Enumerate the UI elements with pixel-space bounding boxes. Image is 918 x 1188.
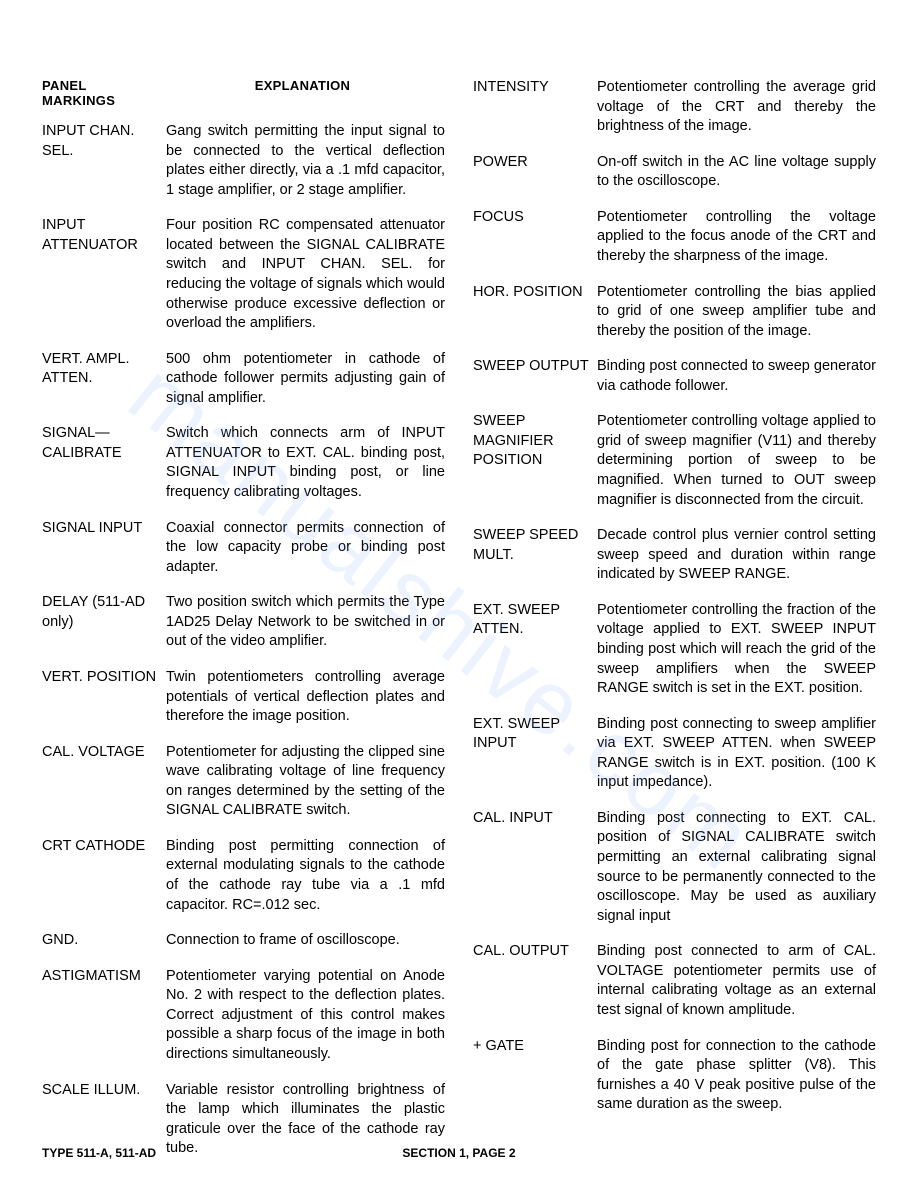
entry-term: VERT. AMPL. ATTEN.: [42, 350, 166, 409]
entry-definition: Two position switch which permits the Ty…: [166, 593, 445, 652]
definition-entry: + GATEBinding post for connection to the…: [473, 1037, 876, 1115]
definition-entry: CAL. OUTPUTBinding post connected to arm…: [473, 942, 876, 1020]
definition-entry: FOCUSPotentiometer controlling the volta…: [473, 208, 876, 267]
entry-term: GND.: [42, 931, 166, 951]
entry-definition: Binding post connecting to sweep amplifi…: [597, 715, 876, 793]
right-entries: INTENSITYPotentiometer controlling the a…: [473, 78, 876, 1115]
definition-entry: POWEROn-off switch in the AC line voltag…: [473, 153, 876, 192]
definition-entry: ASTIGMATISMPotentiometer varying potenti…: [42, 967, 445, 1065]
left-column: PANEL MARKINGS EXPLANATION INPUT CHAN. S…: [42, 78, 445, 1175]
page: manualshive.com PANEL MARKINGS EXPLANATI…: [0, 0, 918, 1188]
entry-definition: Potentiometer for adjusting the clipped …: [166, 743, 445, 821]
entry-term: CAL. VOLTAGE: [42, 743, 166, 821]
entry-term: FOCUS: [473, 208, 597, 267]
entry-term: VERT. POSITION: [42, 668, 166, 727]
definition-entry: SWEEP MAGNIFIER POSITIONPotentiometer co…: [473, 412, 876, 510]
entry-term: SIGNAL INPUT: [42, 519, 166, 578]
definition-entry: VERT. AMPL. ATTEN.500 ohm potentiometer …: [42, 350, 445, 409]
entry-term: INPUT ATTENUATOR: [42, 216, 166, 333]
entry-definition: Potentiometer controlling the fraction o…: [597, 601, 876, 699]
entry-term: + GATE: [473, 1037, 597, 1115]
header-explanation: EXPLANATION: [160, 78, 445, 108]
entry-definition: Binding post for connection to the catho…: [597, 1037, 876, 1115]
entry-definition: Potentiometer controlling the voltage ap…: [597, 208, 876, 267]
definition-entry: HOR. POSITIONPotentiometer controlling t…: [473, 283, 876, 342]
entry-definition: On-off switch in the AC line voltage sup…: [597, 153, 876, 192]
entry-definition: Twin potentiometers controlling average …: [166, 668, 445, 727]
columns-container: PANEL MARKINGS EXPLANATION INPUT CHAN. S…: [42, 78, 876, 1175]
footer-left: TYPE 511-A, 511-AD: [42, 1146, 320, 1160]
definition-entry: CRT CATHODEBinding post permitting conne…: [42, 837, 445, 915]
entry-definition: Gang switch permitting the input signal …: [166, 122, 445, 200]
entry-definition: Binding post connecting to EXT. CAL. pos…: [597, 809, 876, 926]
entry-term: INPUT CHAN. SEL.: [42, 122, 166, 200]
entry-definition: Potentiometer varying potential on Anode…: [166, 967, 445, 1065]
definition-entry: INPUT CHAN. SEL.Gang switch permitting t…: [42, 122, 445, 200]
entry-term: EXT. SWEEP INPUT: [473, 715, 597, 793]
entry-term: SWEEP SPEED MULT.: [473, 526, 597, 585]
entry-term: SWEEP OUTPUT: [473, 357, 597, 396]
page-footer: TYPE 511-A, 511-AD SECTION 1, PAGE 2: [42, 1146, 876, 1160]
entry-definition: Potentiometer controlling voltage applie…: [597, 412, 876, 510]
left-entries: INPUT CHAN. SEL.Gang switch permitting t…: [42, 122, 445, 1159]
definition-entry: EXT. SWEEP ATTEN.Potentiometer controlli…: [473, 601, 876, 699]
entry-definition: 500 ohm potentiometer in cathode of cath…: [166, 350, 445, 409]
definition-entry: INTENSITYPotentiometer controlling the a…: [473, 78, 876, 137]
column-headers: PANEL MARKINGS EXPLANATION: [42, 78, 445, 108]
entry-definition: Potentiometer controlling the average gr…: [597, 78, 876, 137]
footer-right: [598, 1146, 876, 1160]
entry-term: ASTIGMATISM: [42, 967, 166, 1065]
entry-definition: Switch which connects arm of INPUT ATTEN…: [166, 424, 445, 502]
right-column: INTENSITYPotentiometer controlling the a…: [473, 78, 876, 1175]
entry-term: POWER: [473, 153, 597, 192]
definition-entry: GND.Connection to frame of oscilloscope.: [42, 931, 445, 951]
definition-entry: SWEEP OUTPUTBinding post connected to sw…: [473, 357, 876, 396]
definition-entry: SIGNAL INPUTCoaxial connector permits co…: [42, 519, 445, 578]
definition-entry: DELAY (511-AD only)Two position switch w…: [42, 593, 445, 652]
entry-term: CRT CATHODE: [42, 837, 166, 915]
entry-definition: Connection to frame of oscilloscope.: [166, 931, 445, 951]
entry-term: SIGNAL— CALIBRATE: [42, 424, 166, 502]
entry-term: EXT. SWEEP ATTEN.: [473, 601, 597, 699]
entry-term: SWEEP MAGNIFIER POSITION: [473, 412, 597, 510]
footer-center: SECTION 1, PAGE 2: [320, 1146, 598, 1160]
definition-entry: SIGNAL— CALIBRATESwitch which connects a…: [42, 424, 445, 502]
entry-term: INTENSITY: [473, 78, 597, 137]
entry-definition: Binding post connected to arm of CAL. VO…: [597, 942, 876, 1020]
definition-entry: INPUT ATTENUATORFour position RC compens…: [42, 216, 445, 333]
definition-entry: VERT. POSITIONTwin potentiometers contro…: [42, 668, 445, 727]
definition-entry: CAL. VOLTAGEPotentiometer for adjusting …: [42, 743, 445, 821]
entry-definition: Potentiometer controlling the bias appli…: [597, 283, 876, 342]
definition-entry: EXT. SWEEP INPUTBinding post connecting …: [473, 715, 876, 793]
definition-entry: CAL. INPUTBinding post connecting to EXT…: [473, 809, 876, 926]
entry-definition: Decade control plus vernier control sett…: [597, 526, 876, 585]
entry-definition: Four position RC compensated attenuator …: [166, 216, 445, 333]
entry-definition: Coaxial connector permits connection of …: [166, 519, 445, 578]
entry-definition: Binding post connected to sweep generato…: [597, 357, 876, 396]
entry-term: CAL. OUTPUT: [473, 942, 597, 1020]
entry-definition: Binding post permitting connection of ex…: [166, 837, 445, 915]
header-panel-markings: PANEL MARKINGS: [42, 78, 160, 108]
entry-term: CAL. INPUT: [473, 809, 597, 926]
entry-term: HOR. POSITION: [473, 283, 597, 342]
entry-term: DELAY (511-AD only): [42, 593, 166, 652]
definition-entry: SWEEP SPEED MULT.Decade control plus ver…: [473, 526, 876, 585]
